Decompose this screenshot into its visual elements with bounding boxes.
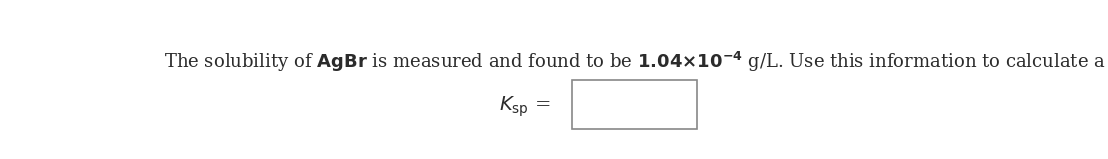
Text: $K_{\mathrm{sp}}$ =: $K_{\mathrm{sp}}$ =	[499, 95, 551, 119]
FancyBboxPatch shape	[572, 80, 697, 129]
Text: The solubility of $\mathbf{AgBr}$ is measured and found to be $\mathbf{1.04{\tim: The solubility of $\mathbf{AgBr}$ is mea…	[164, 50, 1108, 76]
